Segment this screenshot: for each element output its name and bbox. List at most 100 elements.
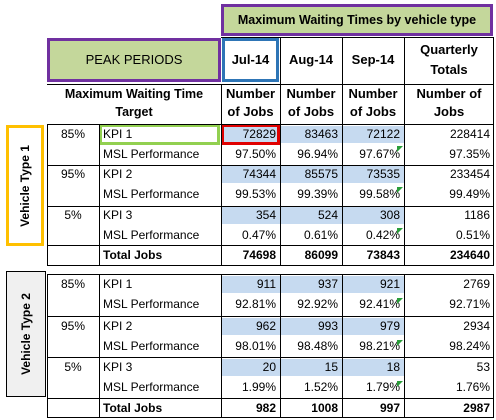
msl-cell[interactable]: 0.51% [455,228,490,242]
jobs-cell[interactable]: 53 [476,360,490,374]
jobs-header-sep-2: of Jobs [349,104,397,119]
msl-cell[interactable]: 99.49% [449,187,490,201]
grid-line [47,274,494,275]
grid-line [47,165,494,166]
msl-cell[interactable]: 96.94% [297,147,338,161]
grid-line [47,265,494,266]
quarterly-header-2: Totals [430,62,468,77]
selected-cell-jul-kpi1[interactable] [221,124,280,145]
grid-line [342,124,343,266]
total-jobs-cell[interactable]: 997 [379,401,400,415]
msl-cell[interactable]: 98.21% [359,339,400,353]
total-jobs-cell[interactable]: 73843 [366,248,400,262]
total-jobs-cell[interactable]: 234640 [449,248,490,262]
jobs-cell[interactable]: 73535 [366,167,400,181]
grid-line [221,84,222,125]
grid-line [221,37,494,38]
jobs-cell[interactable]: 85575 [304,167,338,181]
msl-label: MSL Performance [103,380,200,394]
target-pct: 5% [64,208,82,222]
msl-cell[interactable]: 92.92% [297,297,338,311]
jobs-cell[interactable]: 74344 [242,167,276,181]
grid-line [221,124,222,266]
msl-cell[interactable]: 97.35% [449,147,490,161]
msl-cell[interactable]: 0.47% [241,228,276,242]
total-jobs-cell[interactable]: 74698 [242,248,276,262]
jobs-cell[interactable]: 1186 [464,208,490,222]
total-jobs-cell[interactable]: 982 [255,401,276,415]
jobs-cell[interactable]: 15 [324,360,338,374]
total-jobs-cell[interactable]: 1008 [311,401,338,415]
msl-label: MSL Performance [103,297,200,311]
jobs-cell[interactable]: 233454 [449,167,490,181]
kpi-label: KPI 2 [103,167,133,181]
kpi-label: KPI 1 [103,277,133,291]
target-header-2: Target [115,105,153,119]
vehicle-type-2-label: Vehicle Type 2 [19,293,34,375]
jobs-cell[interactable]: 72829 [242,127,276,141]
jul-header-box[interactable] [222,38,279,82]
msl-cell[interactable]: 98.01% [235,339,276,353]
total-jobs-cell[interactable]: 2987 [463,401,490,415]
msl-cell[interactable]: 1.76% [455,380,490,394]
msl-cell[interactable]: 1.52% [303,380,338,394]
grid-line [404,274,405,418]
msl-cell[interactable]: 0.42% [365,228,400,242]
grid-line [493,37,494,125]
jobs-cell[interactable]: 2769 [463,277,490,291]
msl-cell[interactable]: 1.99% [241,380,276,394]
msl-cell[interactable]: 98.48% [297,339,338,353]
msl-cell[interactable]: 99.39% [297,187,338,201]
msl-cell[interactable]: 92.41% [359,297,400,311]
msl-cell[interactable]: 98.24% [449,339,490,353]
jobs-cell[interactable]: 937 [317,277,338,291]
jobs-cell[interactable]: 72122 [366,127,400,141]
table-title: Maximum Waiting Times by vehicle type [237,13,477,27]
jobs-cell[interactable]: 993 [317,319,338,333]
vt1-kpi3-bg [221,207,404,224]
grid-line [493,274,494,418]
vt2-kpi2-bg [221,318,404,335]
msl-cell[interactable]: 92.71% [449,297,490,311]
jobs-cell[interactable]: 524 [317,208,338,222]
target-header-1: Maximum Waiting Time [64,87,204,101]
msl-cell[interactable]: 0.61% [303,228,338,242]
vt2-kpi3-bg [221,359,404,376]
target-pct: 95% [60,319,86,333]
vt1-kpi1-bg [221,126,404,143]
jobs-cell[interactable]: 83463 [304,127,338,141]
jobs-cell[interactable]: 2934 [463,319,490,333]
jobs-cell[interactable]: 228414 [449,127,490,141]
grid-line [99,124,100,266]
jobs-cell[interactable]: 962 [255,319,276,333]
msl-cell[interactable]: 97.67% [359,147,400,161]
msl-cell[interactable]: 1.79% [365,380,400,394]
msl-cell[interactable]: 99.53% [235,187,276,201]
grid-line [47,124,48,266]
msl-label: MSL Performance [103,147,200,161]
msl-cell[interactable]: 92.81% [235,297,276,311]
grid-line [342,37,343,125]
msl-label: MSL Performance [103,339,200,353]
grid-line [404,37,405,125]
jobs-header-sep-1: Number [348,86,398,101]
jobs-cell[interactable]: 354 [255,208,276,222]
grid-line [99,274,100,418]
grid-line [342,274,343,418]
msl-cell[interactable]: 97.50% [235,147,276,161]
grid-line [47,245,494,246]
jobs-cell[interactable]: 20 [262,360,276,374]
msl-cell[interactable]: 99.58% [359,187,400,201]
total-jobs-cell[interactable]: 86099 [304,248,338,262]
quarterly-header-1: Quarterly [420,42,478,57]
grid-line [47,417,494,418]
jobs-cell[interactable]: 979 [379,319,400,333]
jobs-cell[interactable]: 911 [256,277,276,291]
jobs-cell[interactable]: 921 [379,277,400,291]
jobs-cell[interactable]: 18 [386,360,400,374]
vt2-kpi1-bg [221,276,404,293]
jobs-header-jul-1: Number [225,86,276,101]
msl-label: MSL Performance [103,187,200,201]
vehicle-type-1-box [6,125,44,246]
jobs-cell[interactable]: 308 [379,208,400,222]
